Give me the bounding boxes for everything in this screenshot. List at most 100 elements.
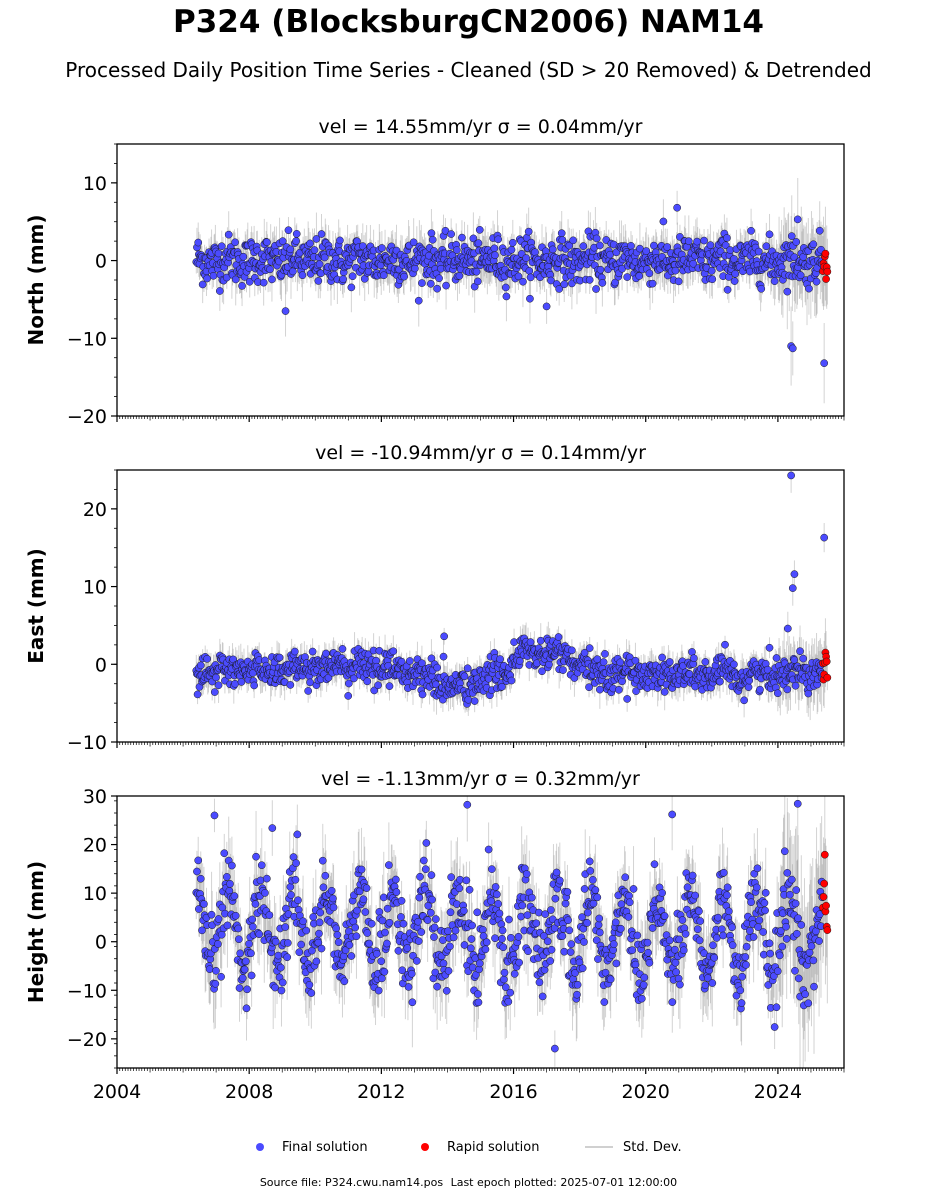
final-solution-point (312, 235, 321, 243)
final-solution-point (414, 296, 423, 305)
final-solution-point (526, 638, 535, 646)
final-solution-point (756, 685, 764, 694)
final-solution-point (306, 239, 314, 248)
final-solution-point (730, 660, 738, 669)
final-solution-point (507, 245, 516, 254)
final-solution-point (212, 673, 220, 682)
final-solution-point (747, 226, 755, 235)
final-solution-point (508, 238, 517, 247)
final-solution-point (374, 681, 382, 690)
final-solution-point (298, 271, 307, 280)
final-solution-point (348, 272, 357, 281)
final-solution-point (231, 275, 240, 284)
final-solution-point (490, 244, 499, 253)
rapid-solution-point (821, 249, 830, 258)
rapid-solution-point (823, 673, 832, 682)
final-solution-point (284, 226, 293, 235)
final-solution-point (557, 229, 566, 238)
final-solution-point (418, 659, 426, 668)
final-solution-point (507, 676, 516, 685)
final-solution-point (526, 294, 534, 303)
final-solution-point (592, 234, 601, 243)
final-solution-point (440, 632, 448, 641)
final-solution-point (433, 284, 442, 293)
final-solution-point (194, 238, 203, 247)
final-solution-point (496, 655, 504, 663)
final-solution-point (458, 233, 466, 242)
final-solution-point (494, 235, 503, 244)
final-solution-point (278, 237, 287, 245)
final-solution-point (389, 647, 398, 656)
panel-2: −10 0 10 20 vel = -10.94mm/yr σ = 0.14mm/yr E… (24, 442, 845, 754)
final-solution-point (231, 679, 239, 688)
final-solution-point (820, 359, 829, 368)
final-solution-point (502, 292, 511, 301)
final-solution-point (347, 283, 356, 292)
final-solution-point (542, 302, 551, 311)
final-solution-point (783, 624, 792, 633)
final-solution-point (411, 264, 419, 273)
final-solution-point (701, 658, 710, 666)
final-solution-point (623, 695, 632, 703)
final-solution-point (498, 682, 506, 691)
final-solution-point (439, 652, 448, 661)
y-tick-label: 0 (95, 251, 107, 273)
final-solution-point (491, 251, 499, 260)
final-solution-point (723, 285, 732, 294)
final-solution-point (460, 672, 469, 681)
rapid-solution-point (822, 275, 830, 283)
final-solution-point (314, 277, 323, 285)
final-solution-point (754, 247, 763, 256)
final-solution-point (441, 226, 450, 235)
final-solution-point (598, 279, 607, 287)
final-solution-point (616, 658, 625, 667)
final-solution-point (198, 280, 207, 289)
final-solution-point (796, 647, 804, 656)
y-tick-label: −10 (67, 328, 107, 350)
final-solution-point (435, 274, 443, 283)
final-solution-point (308, 647, 317, 656)
final-solution-point (650, 241, 658, 250)
final-solution-point (706, 241, 715, 249)
final-solution-point (648, 279, 657, 288)
final-solution-point (453, 246, 461, 254)
final-solution-point (289, 267, 297, 276)
final-solution-point (690, 654, 698, 663)
final-solution-point (533, 659, 541, 668)
final-solution-point (519, 277, 527, 286)
final-solution-point (762, 242, 771, 251)
final-solution-point (290, 647, 299, 656)
final-solution-point (469, 234, 478, 243)
final-solution-point (793, 215, 802, 224)
final-solution-point (615, 685, 623, 694)
final-solution-point (209, 271, 218, 280)
final-solution-point (363, 677, 372, 686)
final-solution-point (660, 688, 669, 696)
final-solution-point (203, 654, 211, 663)
final-solution-point (730, 255, 738, 263)
final-solution-point (306, 678, 314, 687)
final-solution-point (433, 663, 442, 672)
final-solution-point (231, 238, 239, 247)
final-solution-point (472, 267, 481, 276)
final-solution-point (596, 265, 605, 274)
final-solution-point (673, 203, 681, 212)
final-solution-point (693, 237, 701, 246)
final-solution-point (618, 677, 626, 686)
final-solution-point (215, 287, 224, 295)
final-solution-point (723, 234, 731, 242)
final-solution-point (689, 259, 698, 268)
final-solution-point (239, 252, 248, 261)
final-solution-point (783, 685, 792, 694)
final-solution-point (418, 690, 427, 699)
final-solution-point (554, 633, 563, 641)
final-solution-point (700, 236, 708, 245)
final-solution-point (663, 243, 672, 251)
final-solution-point (731, 269, 740, 278)
final-solution-point (426, 279, 435, 288)
final-solution-point (796, 271, 805, 280)
final-solution-point (447, 230, 455, 238)
final-solution-point (658, 653, 666, 662)
y-tick-label: −10 (67, 732, 107, 754)
final-solution-point (671, 266, 680, 275)
